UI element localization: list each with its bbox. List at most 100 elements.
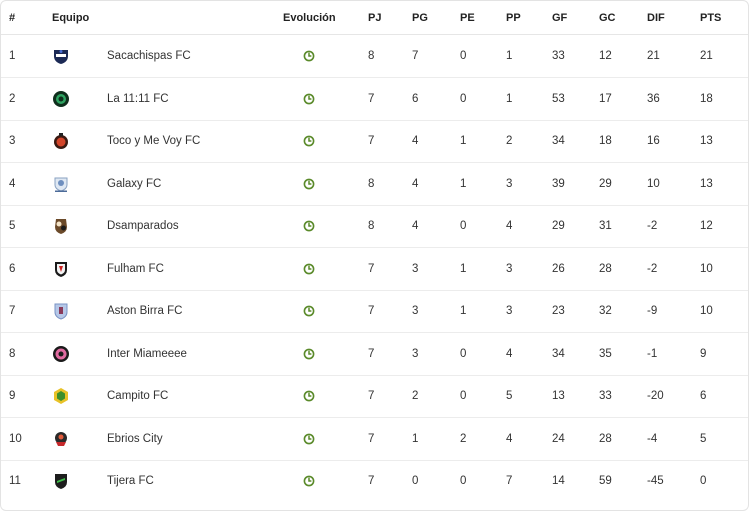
cell-pp: 3 [506,305,513,317]
inter-miameeee-logo-icon [52,345,70,363]
header-team: Equipo [52,11,90,24]
ebrios-city-logo-icon [52,430,70,448]
cell-dif: -2 [647,220,658,232]
cell-pts: 13 [700,177,713,190]
team-name[interactable]: Tijera FC [107,475,154,487]
cell-pg: 4 [412,220,419,232]
tijera-logo-icon [52,472,70,490]
cell-rank: 1 [9,50,16,62]
cell-pp: 2 [506,135,513,147]
table-row[interactable]: 4 Galaxy FC 8 4 1 3 39 29 10 13 [1,163,748,206]
cell-pp: 5 [506,390,513,402]
cell-gf: 14 [552,475,565,487]
cell-pg: 4 [412,135,419,147]
team-name[interactable]: Inter Miameeee [107,347,187,360]
table-row[interactable]: 2 La 11:11 FC 7 6 0 1 53 17 36 18 [1,78,748,121]
cell-pe: 1 [460,135,467,147]
table-row[interactable]: 11 Tijera FC 7 0 0 7 14 59 -45 0 [1,460,748,502]
table-header: # Equipo Evolución PJ PG PE PP GF GC DIF… [1,1,748,35]
cell-rank: 3 [9,135,16,147]
evolution-clock-icon[interactable] [303,475,315,487]
campito-logo-icon [52,387,70,405]
table-row[interactable]: 1 Sacachispas FC 8 7 0 1 33 12 21 21 [1,35,748,78]
table-row[interactable]: 5 Dsamparados 8 4 0 4 29 31 -2 12 [1,205,748,248]
la1111-logo-icon [52,90,70,108]
table-row[interactable]: 7 Aston Birra FC 7 3 1 3 23 32 -9 10 [1,290,748,333]
cell-pj: 8 [368,177,375,190]
cell-pp: 3 [506,262,513,275]
team-name[interactable]: La 11:11 FC [107,92,169,105]
cell-pj: 7 [368,390,375,402]
cell-pts: 10 [700,262,713,275]
cell-pe: 1 [460,262,467,275]
team-name[interactable]: Galaxy FC [107,177,162,190]
cell-pp: 4 [506,347,513,360]
team-name[interactable]: Dsamparados [107,220,179,232]
table-row[interactable]: 6 Fulham FC 7 3 1 3 26 28 -2 10 [1,248,748,291]
cell-pg: 2 [412,390,419,402]
cell-gc: 28 [599,262,612,275]
evolution-clock-icon[interactable] [303,433,315,445]
evolution-clock-icon[interactable] [303,263,315,275]
toco-y-me-voy-logo-icon [52,132,70,150]
evolution-clock-icon[interactable] [303,93,315,105]
evolution-clock-icon[interactable] [303,348,315,360]
table-row[interactable]: 8 Inter Miameeee 7 3 0 4 34 35 -1 9 [1,333,748,376]
cell-gf: 33 [552,50,565,62]
cell-pe: 1 [460,177,467,190]
cell-rank: 11 [9,475,21,487]
cell-gf: 26 [552,262,565,275]
cell-pg: 3 [412,305,419,317]
team-name[interactable]: Toco y Me Voy FC [107,135,201,147]
cell-gf: 39 [552,177,565,190]
evolution-clock-icon[interactable] [303,135,315,147]
cell-pe: 2 [460,432,467,445]
cell-gf: 24 [552,432,565,445]
team-name[interactable]: Fulham FC [107,262,164,275]
cell-pg: 0 [412,475,419,487]
cell-pts: 6 [700,390,707,402]
cell-gc: 18 [599,135,612,147]
team-name[interactable]: Aston Birra FC [107,305,183,317]
cell-pp: 3 [506,177,513,190]
cell-rank: 6 [9,262,16,275]
cell-pp: 1 [506,92,513,105]
cell-rank: 8 [9,347,16,360]
cell-pts: 12 [700,220,713,232]
cell-pj: 7 [368,262,375,275]
cell-rank: 10 [9,432,22,445]
cell-dif: -9 [647,305,658,317]
cell-pp: 7 [506,475,513,487]
cell-pg: 3 [412,262,419,275]
header-evolution: Evolución [283,11,336,24]
evolution-clock-icon[interactable] [303,178,315,190]
cell-pj: 7 [368,432,375,445]
cell-gc: 33 [599,390,612,402]
table-row[interactable]: 9 Campito FC 7 2 0 5 13 33 -20 6 [1,375,748,418]
evolution-clock-icon[interactable] [303,305,315,317]
evolution-clock-icon[interactable] [303,390,315,402]
cell-pg: 6 [412,92,419,105]
cell-dif: 21 [647,50,660,62]
cell-pts: 10 [700,305,713,317]
cell-gf: 34 [552,347,565,360]
table-row[interactable]: 10 Ebrios City 7 1 2 4 24 28 -4 5 [1,418,748,461]
evolution-clock-icon[interactable] [303,50,315,62]
cell-gc: 12 [599,50,612,62]
evolution-clock-icon[interactable] [303,220,315,232]
team-name[interactable]: Ebrios City [107,432,163,445]
cell-pj: 7 [368,135,375,147]
team-name[interactable]: Campito FC [107,390,169,402]
cell-gc: 59 [599,475,612,487]
header-rank: # [9,11,16,24]
team-name[interactable]: Sacachispas FC [107,50,191,62]
cell-pp: 4 [506,220,513,232]
cell-pp: 1 [506,50,513,62]
cell-pe: 0 [460,347,467,360]
cell-pj: 7 [368,305,375,317]
table-row[interactable]: 3 Toco y Me Voy FC 7 4 1 2 34 18 16 13 [1,120,748,163]
cell-rank: 7 [9,305,16,317]
cell-pg: 7 [412,50,419,62]
cell-gf: 13 [552,390,565,402]
